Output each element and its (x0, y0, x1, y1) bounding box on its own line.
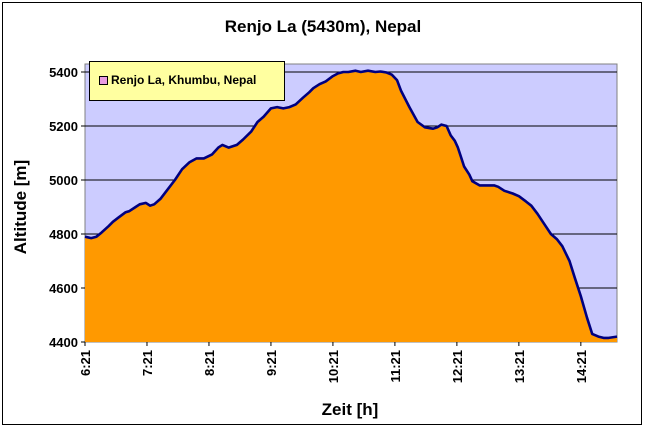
altitude-area (85, 70, 617, 342)
x-axis-title: Zeit [h] (322, 400, 379, 419)
x-tick-label: 14:21 (574, 350, 589, 383)
y-tick-label: 4800 (49, 227, 78, 242)
x-tick-label: 7:21 (140, 350, 155, 376)
chart-title: Renjo La (5430m), Nepal (224, 17, 422, 36)
x-tick-label: 8:21 (202, 350, 217, 376)
x-tick-label: 9:21 (264, 350, 279, 376)
x-tick-label: 13:21 (512, 350, 527, 383)
legend-swatch (99, 76, 108, 85)
legend-label: Renjo La, Khumbu, Nepal (111, 73, 257, 87)
y-tick-label: 5200 (49, 119, 78, 134)
x-tick-label: 10:21 (326, 350, 341, 383)
x-tick-label: 6:21 (78, 350, 93, 376)
x-tick-label: 11:21 (388, 350, 403, 383)
y-axis-ticks: 4400 4600 4800 5000 5200 5400 (49, 65, 85, 350)
y-axis-title: Altitude [m] (11, 160, 30, 254)
y-tick-label: 4600 (49, 281, 78, 296)
y-tick-label: 4400 (49, 335, 78, 350)
legend: Renjo La, Khumbu, Nepal (89, 61, 285, 101)
x-axis-ticks: 6:21 7:21 8:21 9:21 10:21 11:21 12:21 13:21 14:2… (78, 342, 589, 383)
altitude-line (84, 69, 618, 340)
x-tick-label: 12:21 (450, 350, 465, 383)
y-tick-label: 5400 (49, 65, 78, 80)
y-tick-label: 5000 (49, 173, 78, 188)
